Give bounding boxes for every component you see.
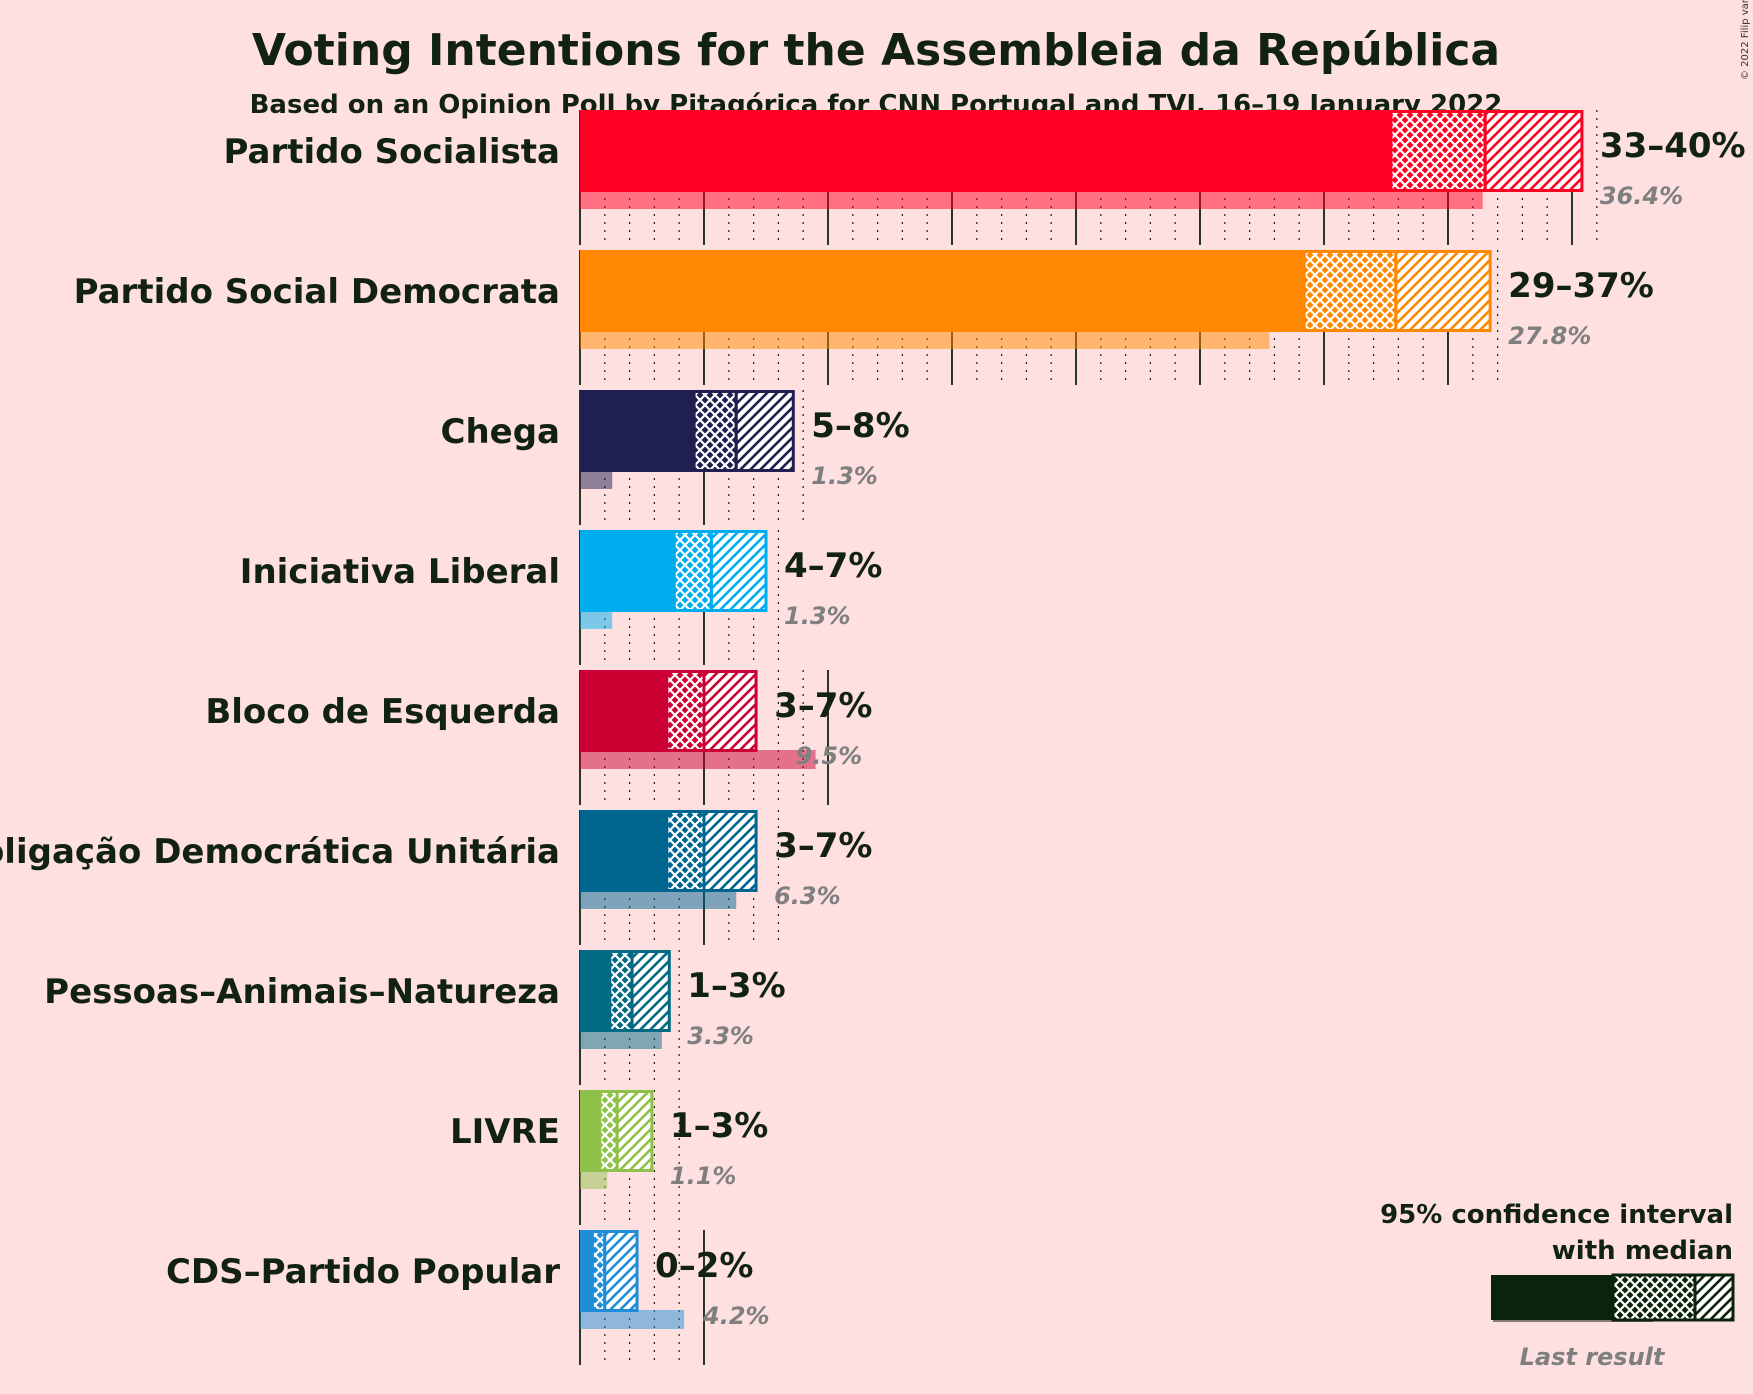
ci-solid-bar bbox=[580, 250, 1305, 332]
last-result-bar bbox=[580, 190, 1483, 209]
legend-line1: 95% confidence interval bbox=[1380, 1200, 1733, 1230]
ci-upper-hatch bbox=[702, 810, 758, 892]
range-label: 33–40% bbox=[1600, 126, 1746, 166]
party-row-chega: Chega 5–8% 1.3% bbox=[441, 390, 910, 490]
party-row-partido-socialista: Partido Socialista 33–40% 36.4% bbox=[224, 110, 1746, 210]
ci-solid-bar bbox=[580, 670, 667, 752]
ci-upper-hatch bbox=[1483, 110, 1584, 192]
ci-upper-hatch bbox=[702, 670, 758, 752]
legend-line2: with median bbox=[1552, 1236, 1733, 1266]
party-label: Partido Socialista bbox=[224, 132, 561, 172]
range-label: 4–7% bbox=[784, 546, 882, 586]
party-label: LIVRE bbox=[450, 1112, 560, 1152]
legend-solid-bar bbox=[1491, 1275, 1613, 1320]
last-result-label: 36.4% bbox=[1600, 182, 1683, 210]
last-result-label: 27.8% bbox=[1508, 322, 1591, 350]
ci-lower-crosshatch bbox=[692, 390, 738, 472]
ci-lower-crosshatch bbox=[1302, 250, 1398, 332]
ci-solid-bar bbox=[580, 1230, 593, 1312]
last-result-bar bbox=[580, 610, 613, 629]
ci-lower-crosshatch bbox=[672, 530, 713, 612]
range-label: 1–3% bbox=[670, 1106, 768, 1146]
party-row-coligacao-democratica-unitaria: Coligação Democrática Unitária 3–7% 6.3% bbox=[0, 810, 872, 910]
last-result-bar bbox=[580, 750, 816, 769]
last-result-bar bbox=[580, 890, 737, 909]
ci-solid-bar bbox=[580, 810, 667, 892]
legend: 95% confidence interval with median Last… bbox=[1380, 1200, 1735, 1371]
ci-upper-hatch bbox=[603, 1230, 639, 1312]
ci-solid-bar bbox=[580, 390, 695, 472]
ci-solid-bar bbox=[580, 530, 675, 612]
range-label: 3–7% bbox=[774, 686, 872, 726]
ci-lower-crosshatch bbox=[598, 1090, 619, 1172]
ci-upper-hatch bbox=[615, 1090, 654, 1172]
ci-solid-bar bbox=[580, 110, 1391, 192]
range-label: 3–7% bbox=[774, 826, 872, 866]
last-result-bar bbox=[580, 1310, 685, 1329]
last-result-bar bbox=[580, 470, 613, 489]
last-result-label: 1.1% bbox=[670, 1162, 737, 1190]
party-label: Coligação Democrática Unitária bbox=[0, 832, 560, 872]
ci-lower-crosshatch bbox=[1389, 110, 1487, 192]
legend-crosshatch-bar bbox=[1611, 1273, 1697, 1322]
range-label: 5–8% bbox=[811, 406, 909, 446]
ci-lower-crosshatch bbox=[665, 670, 706, 752]
ci-solid-bar bbox=[580, 1090, 600, 1172]
party-row-pessoas-animais-natureza: Pessoas–Animais–Natureza 1–3% 3.3% bbox=[44, 950, 786, 1050]
ci-upper-hatch bbox=[709, 530, 768, 612]
party-label: CDS–Partido Popular bbox=[166, 1252, 560, 1292]
range-label: 0–2% bbox=[655, 1246, 753, 1286]
copyright: © 2022 Filip van Laenen bbox=[1740, 0, 1751, 80]
last-result-label: 1.3% bbox=[784, 602, 851, 630]
last-result-label: 1.3% bbox=[811, 462, 878, 490]
party-label: Iniciativa Liberal bbox=[240, 552, 560, 592]
party-row-bloco-de-esquerda: Bloco de Esquerda 3–7% 9.5% bbox=[205, 670, 872, 770]
range-label: 29–37% bbox=[1508, 266, 1654, 306]
ci-lower-crosshatch bbox=[590, 1230, 607, 1312]
last-result-label: 3.3% bbox=[687, 1022, 754, 1050]
party-row-cds-partido-popular: CDS–Partido Popular 0–2% 4.2% bbox=[166, 1230, 770, 1330]
last-result-label: 6.3% bbox=[774, 882, 841, 910]
party-label: Bloco de Esquerda bbox=[205, 692, 560, 732]
last-result-label: 9.5% bbox=[796, 742, 863, 770]
last-result-bar bbox=[580, 330, 1270, 349]
ci-solid-bar bbox=[580, 950, 610, 1032]
legend-hatch-bar bbox=[1693, 1273, 1735, 1322]
party-label: Pessoas–Animais–Natureza bbox=[44, 972, 560, 1012]
chart-title: Voting Intentions for the Assembleia da … bbox=[252, 25, 1500, 76]
range-label: 1–3% bbox=[687, 966, 785, 1006]
ci-upper-hatch bbox=[1394, 250, 1492, 332]
last-result-bar bbox=[580, 1170, 608, 1189]
party-row-livre: LIVRE 1–3% 1.1% bbox=[450, 1090, 768, 1190]
last-result-label: 4.2% bbox=[702, 1302, 770, 1330]
legend-last-result-label: Last result bbox=[1520, 1343, 1666, 1371]
party-row-partido-social-democrata: Partido Social Democrata 29–37% 27.8% bbox=[74, 250, 1654, 350]
ci-lower-crosshatch bbox=[608, 950, 634, 1032]
party-label: Partido Social Democrata bbox=[74, 272, 560, 312]
ci-upper-hatch bbox=[734, 390, 795, 472]
last-result-bar bbox=[580, 1030, 662, 1049]
party-label: Chega bbox=[441, 412, 561, 452]
party-row-iniciativa-liberal: Iniciativa Liberal 4–7% 1.3% bbox=[240, 530, 882, 630]
bars: Partido Socialista 33–40%36.4%Partido Soc… bbox=[0, 110, 1746, 1330]
ci-upper-hatch bbox=[630, 950, 671, 1032]
ci-lower-crosshatch bbox=[665, 810, 706, 892]
